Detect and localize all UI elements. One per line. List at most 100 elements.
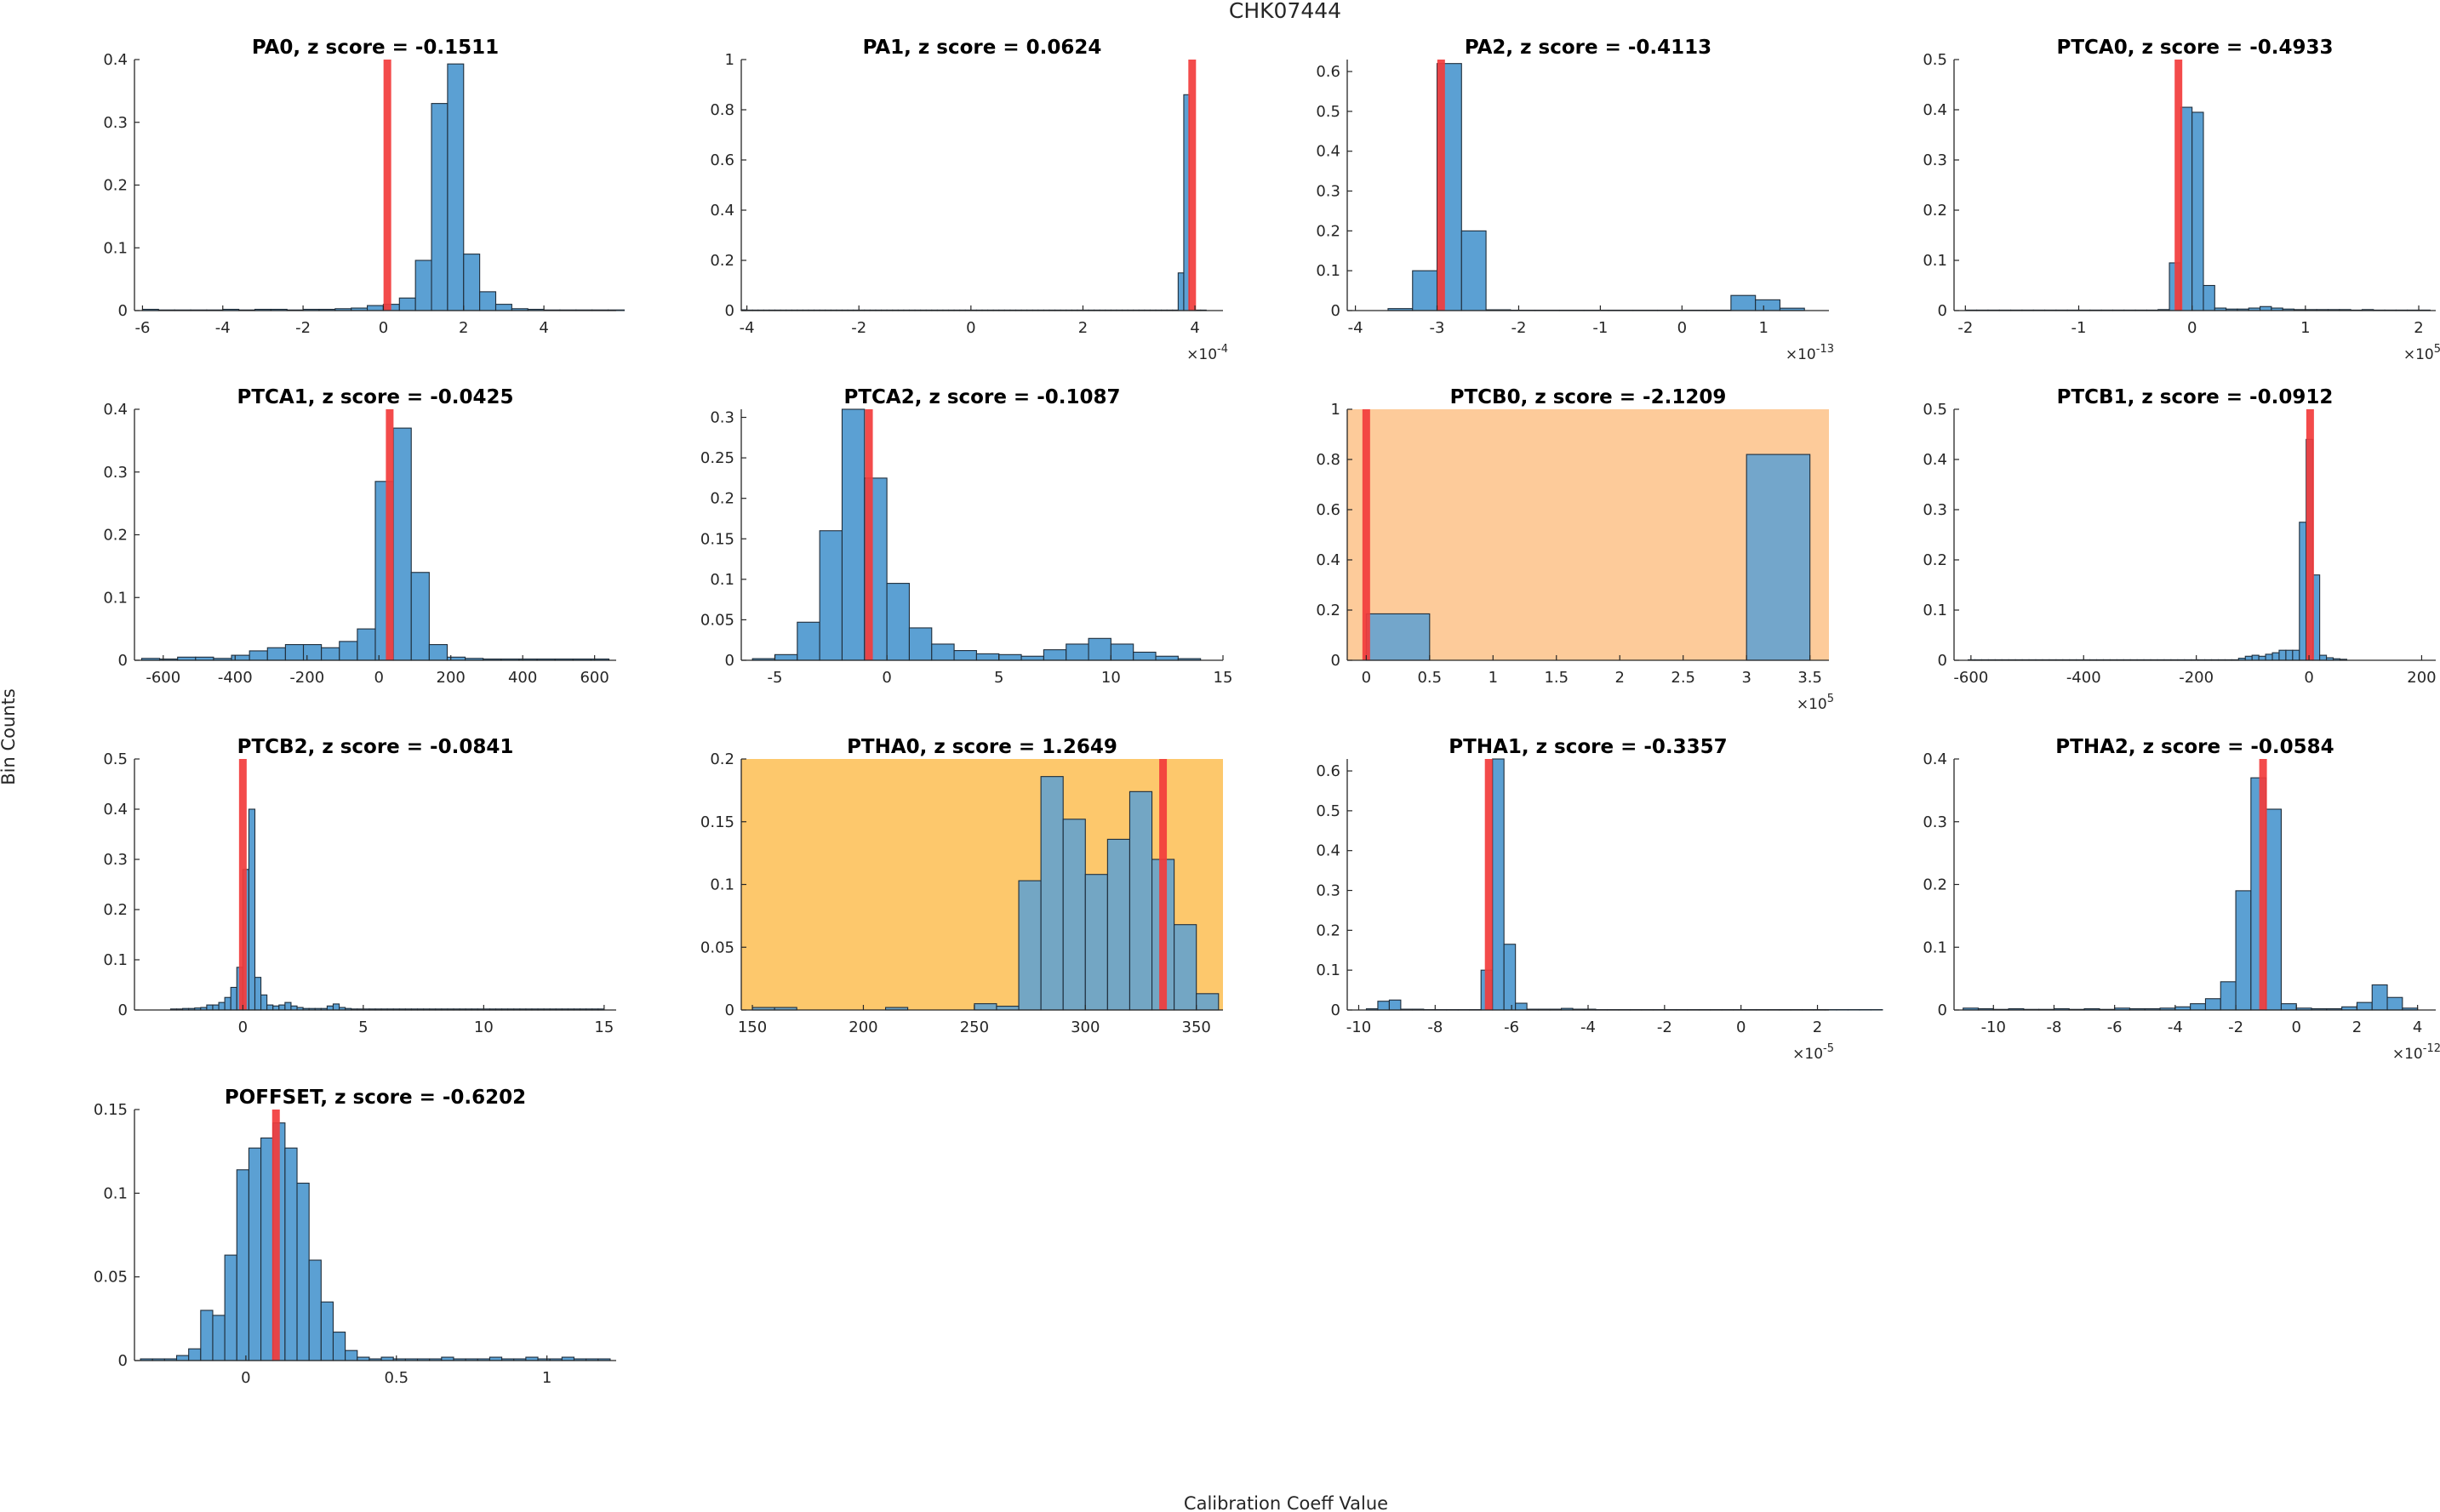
figure-xlabel: Calibration Coeff Value	[1184, 1493, 1388, 1512]
histogram-bar	[248, 1147, 262, 1361]
marker-line	[2259, 759, 2267, 1010]
histogram-bar	[308, 1259, 322, 1361]
x-tick-label: -2	[295, 319, 311, 337]
y-tick-label: 0	[1331, 302, 1340, 320]
y-tick-label: 0.2	[1923, 551, 1947, 569]
x-tick-label: 2	[1078, 319, 1088, 337]
y-tick-label: 0.1	[103, 1184, 128, 1202]
histogram-bar	[392, 427, 412, 661]
histogram-bar	[224, 1254, 237, 1361]
marker-line	[1437, 60, 1445, 311]
x-tick-label: -3	[1430, 319, 1445, 337]
subplot-ptcb2: 0 5 10 15 0 0.1 0.2 0.3 0.4 0.5 PTCB2, z score = -…	[103, 736, 616, 1036]
y-tick-label: 0.1	[1316, 262, 1340, 280]
y-tick-label: 0.4	[1923, 101, 1947, 119]
histogram-bar	[284, 1147, 298, 1361]
y-tick-label: 0.2	[103, 527, 128, 545]
x-tick-label: 1	[542, 1369, 551, 1387]
exponent-value: -12	[2423, 1042, 2440, 1055]
y-tick-label: 0	[118, 1352, 128, 1370]
y-tick-label: 0.8	[1316, 451, 1340, 469]
histogram-bar	[1088, 637, 1111, 661]
histogram-bar	[841, 408, 866, 661]
figure-ylabel: Bin Counts	[0, 688, 19, 785]
histogram-bar	[463, 254, 481, 311]
x-tick-label: 200	[2407, 669, 2436, 687]
x-tick-label: -8	[2046, 1018, 2061, 1036]
y-tick-label: 0.4	[1923, 451, 1947, 469]
histogram-bar	[908, 627, 933, 661]
subplot-ptha2: -10 -8 -6 -4 -2 0 2 4 0 0.1 0.2 0.3 0.4 PTHA2, z scor…	[1923, 736, 2440, 1063]
histogram-bar	[200, 1309, 214, 1361]
histogram-bar	[2244, 655, 2253, 661]
exponent-value: 5	[2434, 343, 2440, 356]
exponent-base: ×10	[1792, 1046, 1823, 1063]
y-tick-label: 0.1	[710, 876, 734, 894]
y-tick-label: 0	[118, 302, 128, 320]
histogram-bar	[224, 996, 231, 1011]
histogram-bar	[332, 1003, 340, 1011]
x-tick-label: 0	[1736, 1018, 1746, 1036]
x-tick-label: -400	[218, 669, 253, 687]
x-tick-label: -600	[1953, 669, 1988, 687]
y-tick-label: 0.4	[1316, 143, 1340, 161]
panel-title: PTHA1, z score = -0.3357	[1449, 736, 1727, 758]
figure-title: CHK07444	[1229, 0, 1341, 23]
y-tick-label: 0	[1938, 652, 1947, 670]
histogram-bar	[254, 977, 262, 1011]
histogram-bar	[1177, 272, 1185, 311]
y-tick-label: 0.3	[1923, 501, 1947, 519]
x-tick-label: 200	[849, 1018, 877, 1036]
histogram-bar	[410, 572, 430, 661]
x-tick-label: 0	[966, 319, 975, 337]
x-tick-label: -6	[1504, 1018, 1519, 1036]
x-tick-label: 350	[1182, 1018, 1211, 1036]
y-tick-label: 0	[725, 1001, 734, 1019]
y-tick-label: 0.1	[1923, 252, 1947, 270]
subplot-ptcb0: 0 0.5 1 1.5 2 2.5 3 3.5 0 0.2 0.4 0.6 0.8 1 PTCB0, z s…	[1316, 386, 1834, 713]
x-tick-label: 0	[2187, 319, 2197, 337]
histogram-bars	[751, 408, 1202, 661]
y-tick-label: 0.3	[1923, 813, 1947, 831]
x-tick-label: -1	[2071, 319, 2087, 337]
histogram-bar	[931, 643, 955, 661]
x-tick-label: 3	[1741, 669, 1751, 687]
marker-line	[383, 60, 391, 311]
x-exponent-label: ×10-5	[1792, 1042, 1834, 1063]
histogram-bar	[1377, 1001, 1390, 1011]
histogram-bar	[206, 1004, 214, 1011]
histogram-bar	[2235, 890, 2252, 1011]
y-tick-label: 0.05	[700, 611, 734, 629]
y-tick-label: 0	[1331, 1001, 1340, 1019]
panel-title: PTHA2, z score = -0.0584	[2055, 736, 2334, 758]
y-tick-label: 0.1	[103, 589, 128, 607]
x-tick-label: 2.5	[1671, 669, 1695, 687]
histogram-bars	[1365, 454, 1811, 661]
histogram-bar	[797, 621, 820, 661]
histogram-bar	[278, 1004, 286, 1011]
x-tick-label: -4	[1348, 319, 1363, 337]
histogram-bar	[886, 583, 910, 661]
histogram-bar	[266, 1004, 274, 1011]
histogram-bars	[1387, 63, 1805, 311]
y-tick-label: 0.4	[103, 801, 128, 819]
x-tick-label: 1.5	[1544, 669, 1569, 687]
x-tick-label: -4	[2168, 1018, 2183, 1036]
y-tick-label: 0.6	[1316, 762, 1340, 780]
histogram-bar	[414, 260, 432, 311]
x-tick-label: -1	[1592, 319, 1608, 337]
histogram-bar	[236, 1169, 249, 1361]
x-tick-label: 0	[379, 319, 388, 337]
x-tick-label: 0	[882, 669, 891, 687]
x-tick-label: -8	[1427, 1018, 1443, 1036]
x-tick-label: 4	[2413, 1018, 2422, 1036]
histogram-bar	[974, 1003, 997, 1011]
x-tick-label: 10	[1101, 669, 1121, 687]
x-tick-label: 15	[1214, 669, 1233, 687]
y-tick-label: 0	[725, 302, 734, 320]
histogram-bar	[2203, 284, 2215, 311]
histogram-bar	[479, 291, 497, 311]
y-tick-label: 0.2	[710, 252, 734, 270]
x-tick-label: 3.5	[1797, 669, 1822, 687]
subplot-grid: -6 -4 -2 0 2 4 0 0.1 0.2 0.3 0.4 PA0, z score = -0.…	[94, 37, 2440, 1387]
